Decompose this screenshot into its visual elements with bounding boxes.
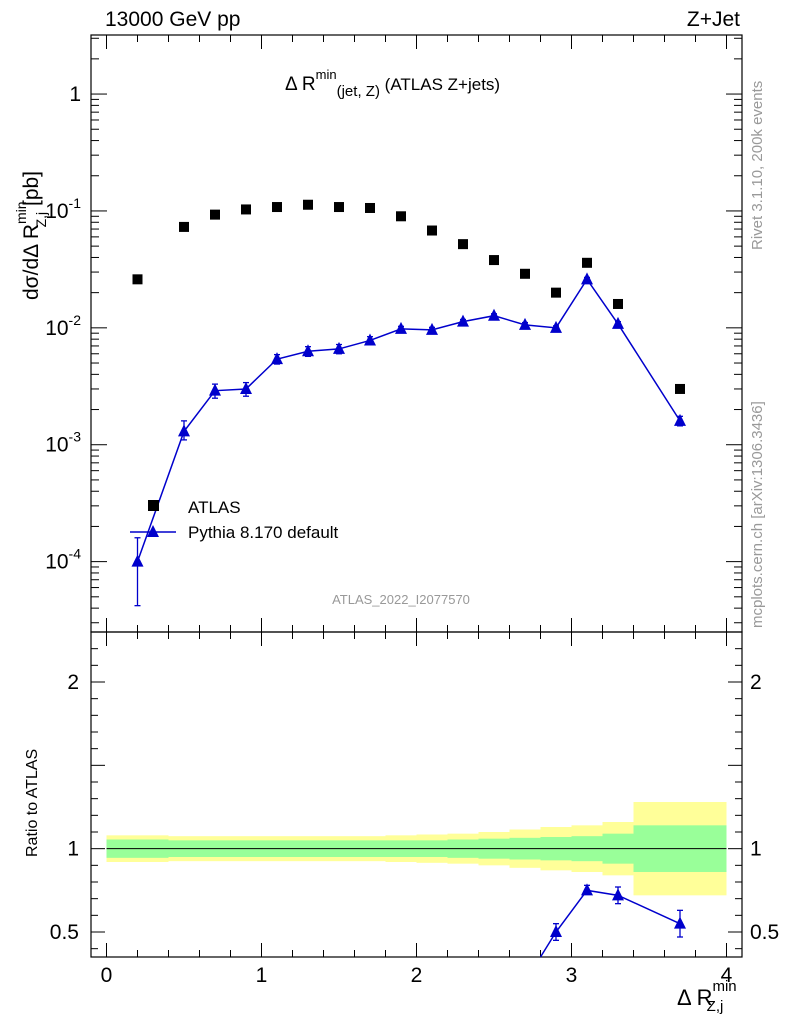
ratio-point — [612, 888, 624, 901]
atlas-point — [303, 199, 313, 210]
ylabel-sup: min — [13, 201, 29, 224]
pythia-point — [271, 352, 283, 365]
ratio-tick-label-right: 1 — [750, 838, 762, 861]
pythia-point — [674, 413, 686, 426]
y-tick-label: 10-2 — [45, 312, 81, 340]
pythia-point — [581, 272, 593, 285]
y-tick-base: 10 — [45, 200, 68, 223]
ratio-tick-label-left: 0.5 — [50, 921, 79, 944]
title-sub: (jet, Z) — [337, 83, 380, 100]
pythia-point — [426, 322, 438, 335]
y-tick-base: 10 — [45, 317, 68, 340]
pythia-point — [550, 320, 562, 333]
atlas-point — [241, 204, 251, 215]
atlas-point — [272, 202, 282, 213]
atlas-point — [675, 383, 685, 394]
y-tick-exponent: -4 — [69, 546, 82, 562]
ylabel-sub: Z,j — [33, 212, 49, 228]
atlas-point — [582, 257, 592, 268]
legend-pythia-label: Pythia 8.170 default — [188, 523, 339, 542]
atlas-point — [132, 274, 143, 285]
legend-atlas-marker — [148, 500, 159, 511]
atlas-point — [458, 239, 468, 250]
side-text-mcplots: mcplots.cern.ch [arXiv:1306.3436] — [749, 401, 766, 628]
x-tick-label: 1 — [256, 964, 268, 987]
ratio-tick-label-left: 1 — [67, 838, 79, 861]
pythia-point — [612, 316, 624, 329]
atlas-point — [179, 221, 189, 232]
ratio-tick-label-left: 2 — [67, 671, 79, 694]
y-axis-label: dσ/dΔ Rmin Z,j [pb] — [13, 171, 49, 300]
header-right: Z+Jet — [687, 8, 740, 31]
atlas-point — [396, 211, 406, 222]
y-tick-exponent: -1 — [69, 195, 82, 211]
legend: ATLAS Pythia 8.170 default — [130, 498, 339, 542]
pythia-point — [178, 424, 190, 437]
pythia-point — [457, 314, 469, 327]
y-tick-base: 1 — [69, 83, 81, 106]
y-tick-label: 10-4 — [45, 546, 81, 574]
atlas-point — [210, 209, 220, 220]
atlas-point — [427, 225, 437, 236]
y-tick-label: 10-3 — [45, 429, 81, 457]
pythia-line — [136, 277, 681, 562]
legend-pythia-marker — [147, 525, 159, 537]
y-tick-label: 1 — [69, 83, 81, 106]
pythia-point — [302, 344, 314, 357]
top-panel-frame — [90, 34, 743, 633]
ratio-tick-label-right: 2 — [750, 671, 762, 694]
x-tick-label: 2 — [411, 964, 423, 987]
x-axis-label: Δ Rmin Z,j — [677, 978, 737, 1015]
pythia-point — [488, 308, 500, 321]
ratio-point — [550, 925, 562, 937]
x-tick-label: 4 — [721, 964, 733, 987]
pythia-point — [395, 321, 407, 334]
atlas-point — [334, 202, 344, 213]
ratio-tick-label-right: 0.5 — [750, 921, 779, 944]
title-tail: (ATLAS Z+jets) — [380, 75, 500, 94]
y-tick-base: 10 — [45, 551, 68, 574]
pythia-point — [519, 317, 531, 330]
pythia-point — [364, 333, 376, 346]
atlas-point — [365, 202, 375, 213]
atlas-point — [520, 268, 530, 279]
watermark: ATLAS_2022_I2077570 — [332, 592, 470, 607]
side-text-rivet: Rivet 3.1.10, 200k events — [749, 81, 766, 250]
x-tick-label: 0 — [101, 964, 113, 987]
ratio-point — [581, 883, 593, 896]
ylabel-unit: [pb] — [20, 171, 43, 212]
pythia-point — [240, 381, 252, 394]
y-tick-base: 10 — [45, 434, 68, 457]
title-main: Δ R — [285, 74, 316, 95]
ratio-line — [539, 889, 681, 958]
xlabel-main: Δ R — [677, 985, 712, 1010]
legend-atlas-label: ATLAS — [188, 498, 241, 517]
ratio-point — [674, 916, 686, 929]
ratio-panel-frame — [90, 631, 743, 958]
atlas-point — [489, 255, 499, 266]
atlas-point — [613, 298, 623, 309]
x-tick-label: 3 — [566, 964, 578, 987]
plot-title: Δ Rmin(jet, Z) (ATLAS Z+jets) — [285, 67, 500, 100]
y-tick-exponent: -3 — [69, 429, 82, 445]
xlabel-sub: Z,j — [707, 998, 724, 1015]
pythia-point — [131, 554, 144, 567]
y-tick-exponent: -2 — [69, 312, 82, 328]
ratio-axis-label: Ratio to ATLAS — [24, 749, 41, 857]
y-tick-label: 10-1 — [45, 195, 81, 223]
header-left: 13000 GeV pp — [105, 8, 240, 31]
pythia-point — [333, 341, 345, 354]
atlas-point — [551, 287, 561, 298]
xlabel-sup: min — [712, 978, 736, 995]
title-sup: min — [316, 67, 337, 82]
ylabel-main: dσ/dΔ R — [20, 224, 43, 300]
pythia-point — [209, 383, 221, 396]
